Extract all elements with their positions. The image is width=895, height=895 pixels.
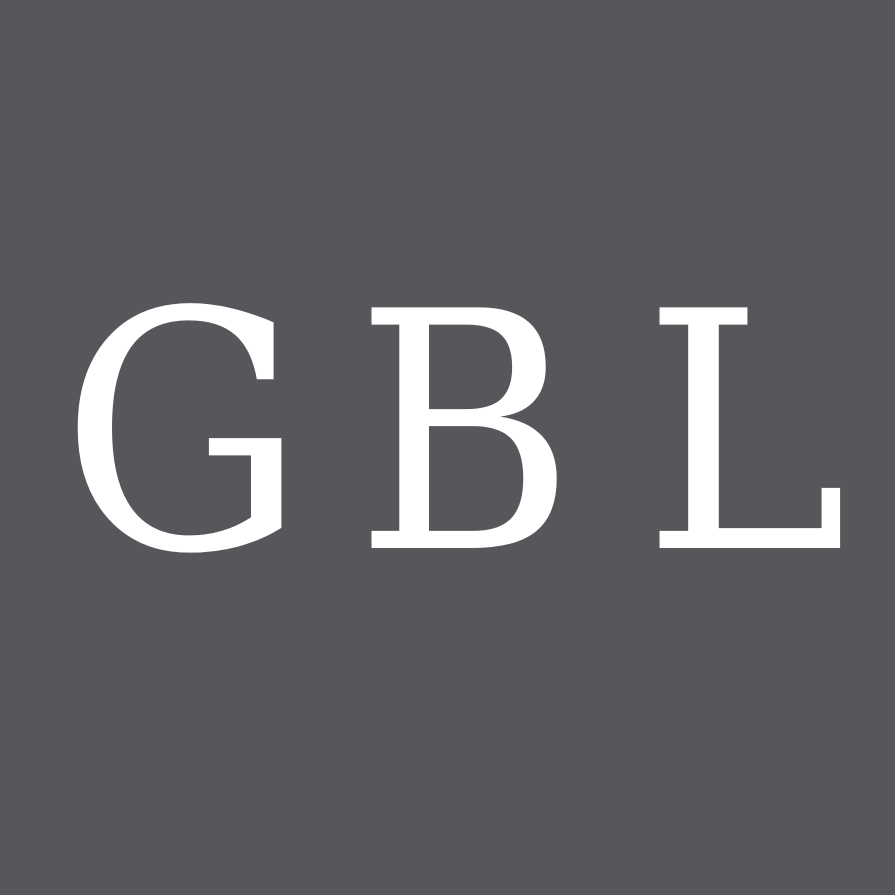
logo-letter-l: L (643, 242, 848, 626)
logo-letter-g: G (61, 242, 306, 626)
logo-letter-b: B (355, 242, 575, 626)
